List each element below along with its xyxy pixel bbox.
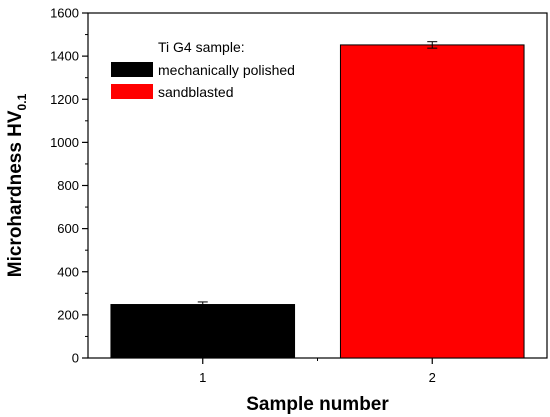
y-tick-label: 1000	[50, 135, 79, 150]
y-tick-label: 200	[57, 307, 79, 322]
bar	[110, 304, 296, 359]
y-tick-label: 1400	[50, 49, 79, 64]
legend-swatch	[111, 62, 153, 77]
y-tick-label: 800	[57, 178, 79, 193]
legend-title: Ti G4 sample:	[158, 39, 245, 55]
legend: Ti G4 sample: mechanically polished sandb…	[111, 39, 295, 100]
y-tick-label: 1200	[50, 92, 79, 107]
x-tick-label: 1	[199, 370, 206, 385]
y-tick-label: 1600	[50, 6, 79, 21]
legend-swatch	[111, 84, 153, 99]
y-axis-title: Microhardness HV0.1	[5, 93, 29, 277]
x-axis-title: Sample number	[246, 394, 389, 415]
y-tick-label: 400	[57, 264, 79, 279]
bar	[339, 44, 525, 359]
x-tick-label: 2	[429, 370, 436, 385]
legend-label: mechanically polished	[158, 62, 295, 78]
y-axis-title-main: Microhardness HV	[5, 110, 26, 277]
y-axis-title-subscript: 0.1	[15, 93, 29, 110]
y-tick-label: 0	[72, 351, 79, 366]
y-tick-label: 600	[57, 221, 79, 236]
bars	[110, 41, 525, 359]
y-axis: 0 200 400 600 800 1000 1200 1400 1600	[50, 6, 88, 366]
legend-label: sandblasted	[158, 84, 234, 100]
